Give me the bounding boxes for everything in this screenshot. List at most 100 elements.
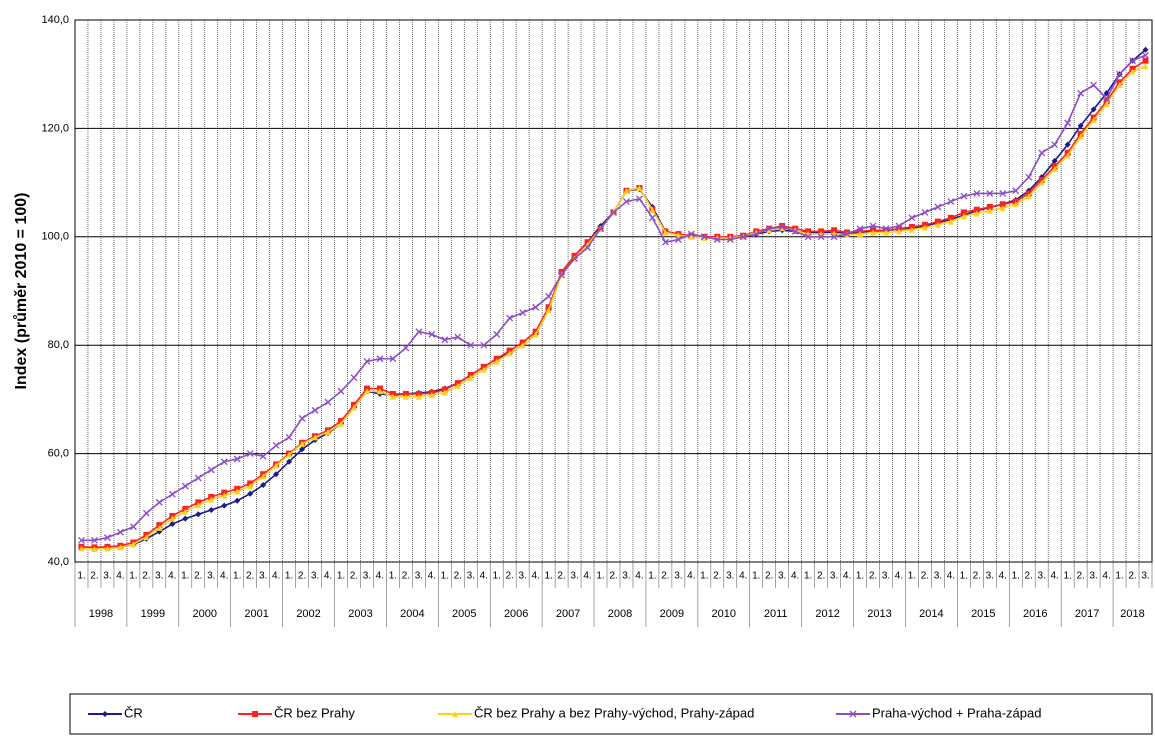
x-tick-label: 4. [220, 571, 228, 582]
x-tick-label: 4. [376, 571, 384, 582]
point [584, 244, 592, 252]
point [1116, 70, 1124, 78]
point [1077, 89, 1085, 97]
x-tick-label: 4. [1051, 571, 1059, 582]
x-tick-label: 4. [583, 571, 591, 582]
point [726, 236, 734, 243]
point [1129, 57, 1136, 65]
point [428, 330, 436, 338]
x-tick-label: 1. [804, 571, 812, 582]
year-label: 2015 [971, 608, 995, 620]
point [610, 208, 617, 216]
x-tick-label: 2. [194, 571, 202, 582]
x-tick-label: 3. [622, 571, 630, 582]
year-label: 2003 [348, 608, 372, 620]
point [701, 234, 708, 241]
point [298, 414, 306, 422]
point [402, 393, 409, 400]
point [947, 218, 954, 225]
x-tick-label: 3. [830, 571, 838, 582]
year-label: 2008 [608, 608, 632, 620]
point [169, 515, 176, 522]
x-tick-label: 4. [999, 571, 1007, 582]
point [1064, 119, 1072, 127]
point [1051, 141, 1059, 149]
point [973, 206, 980, 213]
year-label: 2006 [504, 608, 528, 620]
year-label: 2000 [193, 608, 217, 620]
point [1103, 95, 1111, 103]
x-tick-label: 2. [246, 571, 254, 582]
x-tick-label: 1. [960, 571, 968, 582]
point [532, 303, 540, 311]
point [480, 341, 488, 349]
point [856, 225, 864, 233]
point [947, 198, 955, 206]
point [973, 189, 981, 197]
point [1077, 133, 1084, 140]
point [934, 203, 942, 211]
point [674, 236, 682, 243]
point [389, 393, 396, 400]
y-axis-label: Index (průměr 2010 = 100) [13, 193, 30, 390]
point [506, 314, 514, 322]
x-tick-label: 4. [947, 571, 955, 582]
x-tick-label: 3. [518, 571, 526, 582]
point [78, 545, 85, 552]
point [791, 227, 799, 235]
point [143, 534, 150, 541]
point [675, 232, 682, 239]
y-tick-label: 40,0 [48, 556, 69, 568]
x-tick-label: 1. [129, 571, 137, 582]
x-tick-label: 3. [1141, 571, 1149, 582]
x-tick-label: 4. [895, 571, 903, 582]
year-label: 2010 [712, 608, 736, 620]
legend-label: ČR [124, 705, 143, 720]
point [545, 292, 553, 300]
x-tick-label: 4. [324, 571, 332, 582]
point [168, 490, 176, 498]
x-tick-label: 1. [285, 571, 293, 582]
point [662, 229, 669, 236]
point [804, 233, 812, 241]
point [882, 225, 890, 233]
point [870, 229, 877, 236]
point [635, 195, 643, 203]
x-tick-label: 3. [467, 571, 475, 582]
x-tick-label: 3. [570, 571, 578, 582]
legend-marker [849, 710, 857, 718]
point [441, 389, 448, 396]
point [169, 521, 176, 528]
year-label: 2009 [660, 608, 684, 620]
point [960, 192, 968, 200]
x-tick-label: 1. [648, 571, 656, 582]
point [142, 509, 150, 517]
series-line [81, 59, 1146, 549]
point [857, 231, 864, 238]
legend-label: Praha-východ + Praha-západ [872, 705, 1041, 720]
point [311, 406, 319, 414]
point [415, 393, 422, 400]
year-label: 2005 [452, 608, 476, 620]
point [221, 492, 228, 499]
x-tick-label: 3. [934, 571, 942, 582]
point [260, 482, 267, 489]
point [324, 398, 332, 406]
year-label: 2011 [764, 608, 788, 620]
point [272, 442, 280, 449]
point [999, 201, 1006, 208]
year-label: 2014 [919, 608, 943, 620]
point [467, 341, 475, 349]
point [636, 185, 643, 192]
y-tick-label: 80,0 [48, 339, 69, 351]
year-label: 2001 [244, 608, 268, 620]
point [493, 358, 500, 365]
point [181, 482, 189, 490]
x-tick-label: 4. [116, 571, 124, 582]
point [155, 498, 163, 506]
point [700, 233, 708, 241]
point [519, 309, 527, 317]
x-tick-label: 2. [921, 571, 929, 582]
x-tick-label: 4. [791, 571, 799, 582]
